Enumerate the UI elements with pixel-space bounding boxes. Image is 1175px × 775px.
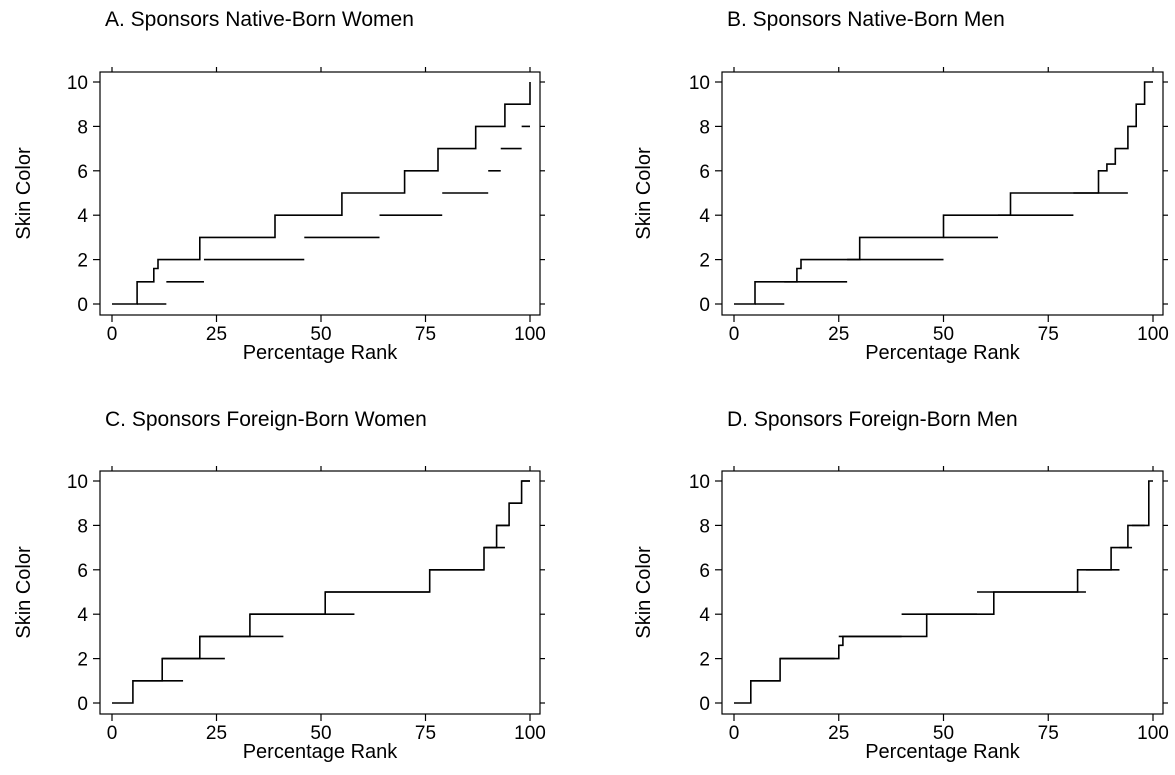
panel-d-xtick-label-75: 75: [1038, 723, 1059, 744]
panel-c-xlabel: Percentage Rank: [243, 741, 399, 763]
panel-c-xtick-label-50: 50: [310, 723, 331, 744]
panel-c-xtick-label-100: 100: [514, 723, 546, 744]
panel-c-series-1: [112, 480, 530, 704]
panel-b-ytick-label-2: 2: [699, 251, 710, 272]
panel-c-ytick-label-2: 2: [77, 650, 88, 671]
panel-b-xtick-label-75: 75: [1038, 324, 1059, 345]
panel-b-ytick-label-4: 4: [699, 206, 710, 227]
panel-d-ytick-label-10: 10: [689, 472, 710, 493]
panel-b-ylabel: Skin Color: [633, 147, 655, 240]
panel-d-ytick-label-2: 2: [699, 650, 710, 671]
panel-b-ytick-label-10: 10: [689, 73, 710, 94]
panel-d-ytick-label-8: 8: [699, 516, 710, 537]
panel-c-ytick-label-8: 8: [77, 516, 88, 537]
panel-a-plot-frame: [99, 71, 541, 316]
panel-b-title: B. Sponsors Native-Born Men: [727, 8, 1005, 31]
panel-c-xtick-label-25: 25: [206, 723, 227, 744]
panel-d-xtick-label-100: 100: [1137, 723, 1169, 744]
panel-a-series-1: [112, 82, 531, 305]
panel-a-xtick-label-100: 100: [514, 324, 546, 345]
panel-c-series-1-line: [112, 480, 530, 704]
panel-a-ylabel: Skin Color: [13, 147, 35, 240]
panel-b: B. Sponsors Native-Born Men 0 25 50 75 100 0 2 4…: [633, 8, 1169, 364]
panel-a: A. Sponsors Native-Born Women 0 25 50 75 100 0…: [13, 8, 546, 364]
panel-b-xlabel: Percentage Rank: [865, 342, 1021, 364]
panel-b-xtick-label-25: 25: [828, 324, 849, 345]
panel-d-xlabel: Percentage Rank: [865, 741, 1021, 763]
panel-a-ytick-label-2: 2: [77, 251, 88, 272]
panel-b-ytick-label-8: 8: [699, 117, 710, 138]
panel-d-series-1-line: [734, 480, 1153, 704]
panel-a-xtick-label-75: 75: [415, 324, 436, 345]
panel-a-title: A. Sponsors Native-Born Women: [105, 8, 414, 31]
panel-b-plot-frame: [721, 71, 1164, 316]
panel-b-series-1-line: [734, 81, 1153, 305]
panel-a-series-2: [137, 125, 530, 305]
panel-d-title: D. Sponsors Foreign-Born Men: [727, 408, 1018, 431]
panel-c-ytick-label-0: 0: [77, 694, 88, 715]
panel-d-xtick-label-50: 50: [933, 723, 954, 744]
panel-c-xtick-label-75: 75: [415, 723, 436, 744]
panel-c-ytick-label-4: 4: [77, 605, 88, 626]
panel-c-plot-frame: [99, 470, 541, 715]
panel-d-plot-frame: [721, 470, 1164, 715]
panel-d-ylabel: Skin Color: [633, 546, 655, 639]
panel-d-series-2: [750, 524, 1145, 682]
panel-c-title: C. Sponsors Foreign-Born Women: [105, 408, 427, 431]
panel-a-xlabel: Percentage Rank: [243, 342, 399, 364]
panel-b-ytick-label-0: 0: [699, 295, 710, 316]
panel-d: D. Sponsors Foreign-Born Men 0 25 50 75 100 0 2…: [633, 408, 1169, 763]
panel-d-series-1: [734, 480, 1153, 704]
panel-a-ytick-label-0: 0: [77, 295, 88, 316]
panel-a-ytick-label-10: 10: [67, 73, 88, 94]
panel-a-xtick-label-50: 50: [310, 324, 331, 345]
panel-c-ytick-label-10: 10: [67, 472, 88, 493]
panel-c-ylabel: Skin Color: [13, 546, 35, 639]
panel-d-xtick-label-25: 25: [828, 723, 849, 744]
panel-c-xtick-label-0: 0: [107, 723, 118, 744]
panel-a-series-1-line: [112, 82, 531, 305]
panel-b-xtick-label-50: 50: [933, 324, 954, 345]
panel-b-series-2: [754, 192, 1128, 305]
panel-d-xtick-label-0: 0: [729, 723, 740, 744]
panel-d-ytick-label-4: 4: [699, 605, 710, 626]
panel-a-ytick-label-6: 6: [77, 162, 88, 183]
panel-a-xtick-label-0: 0: [107, 324, 118, 345]
panel-b-xtick-label-0: 0: [729, 324, 740, 345]
panel-d-ytick-label-0: 0: [699, 694, 710, 715]
panel-b-xtick-label-100: 100: [1137, 324, 1169, 345]
panel-c-ytick-label-6: 6: [77, 561, 88, 582]
panel-a-xtick-label-25: 25: [206, 324, 227, 345]
panel-a-ytick-label-4: 4: [77, 206, 88, 227]
panel-d-ytick-label-6: 6: [699, 561, 710, 582]
panel-a-ytick-label-8: 8: [77, 117, 88, 138]
panel-c-series-2: [132, 480, 530, 682]
panel-b-series-1: [734, 81, 1153, 305]
panel-b-ytick-label-6: 6: [699, 162, 710, 183]
